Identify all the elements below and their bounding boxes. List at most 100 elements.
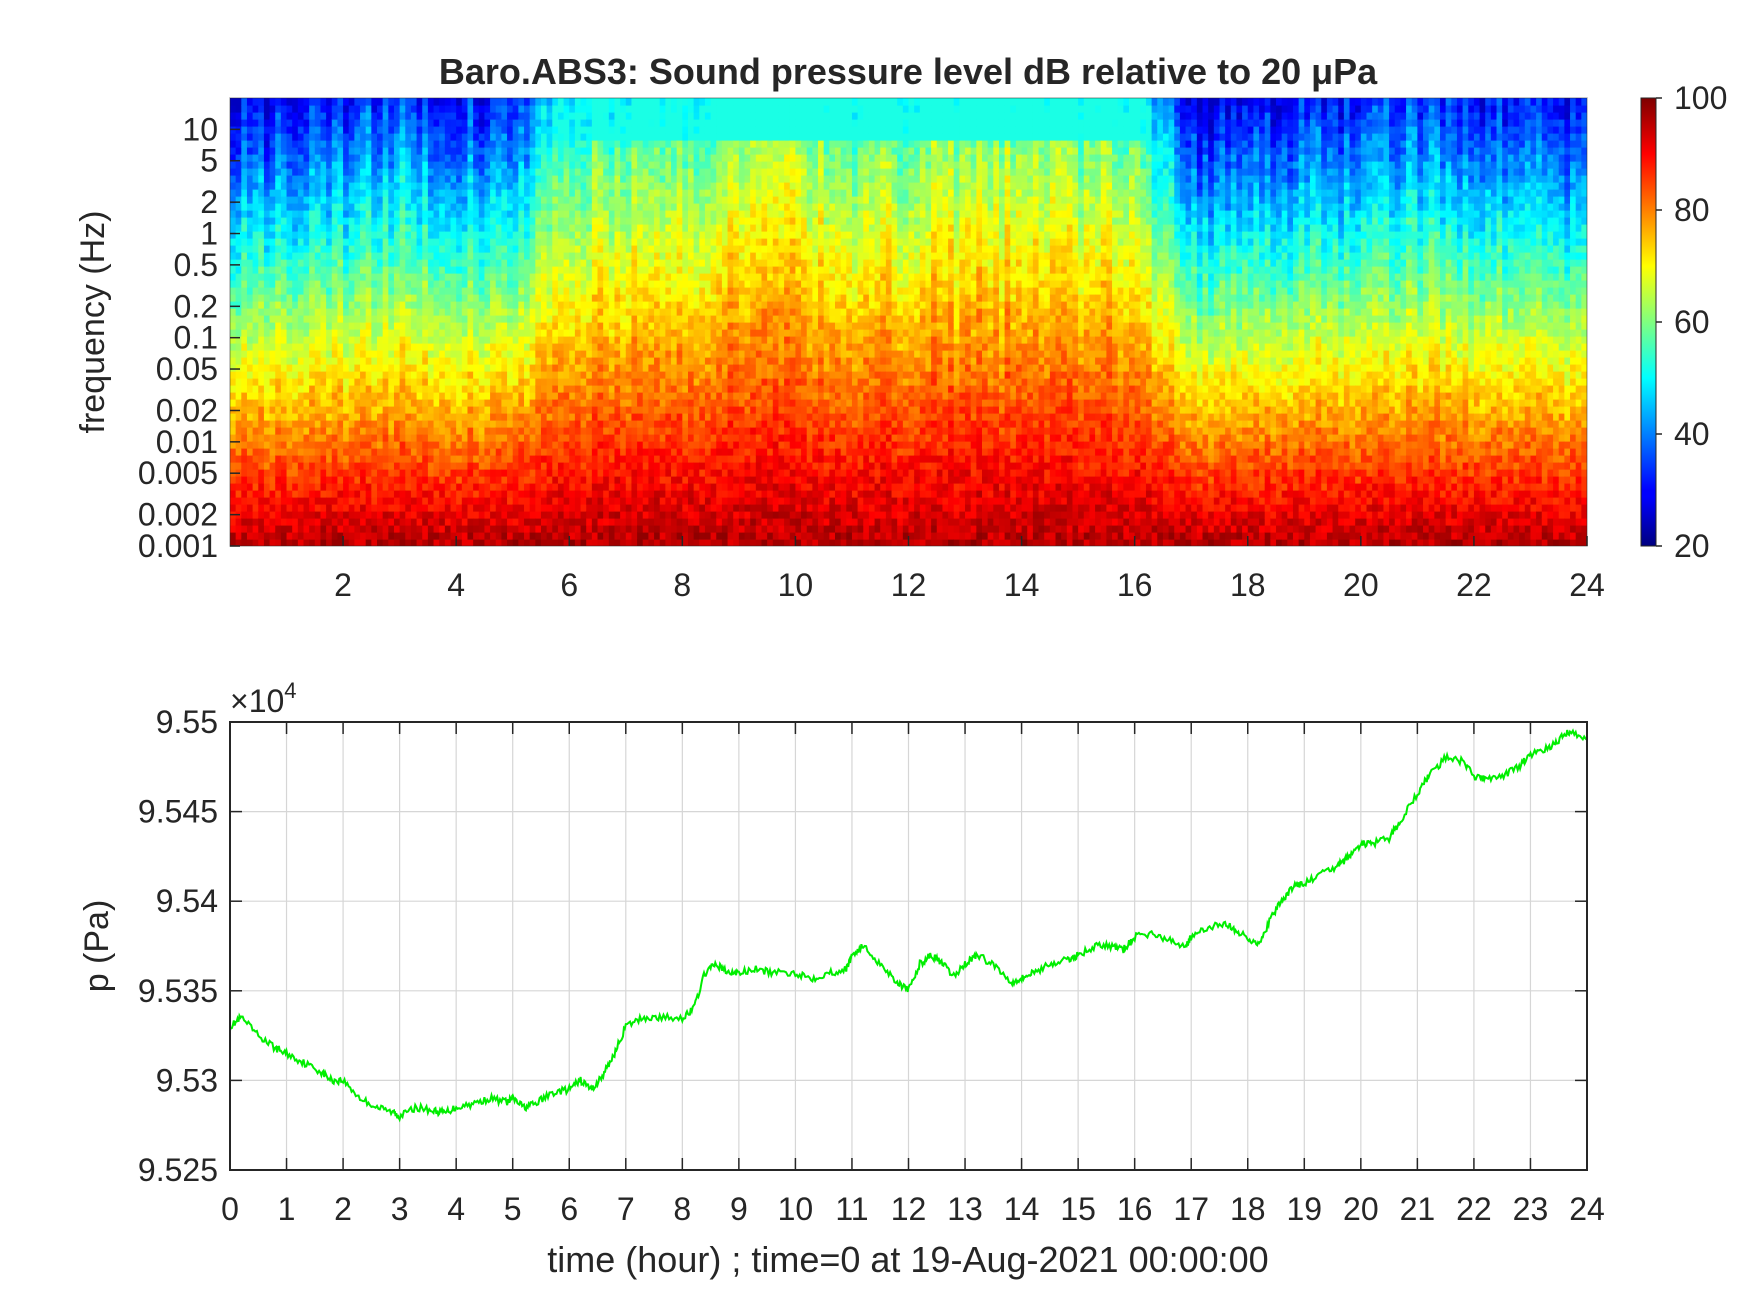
spectrogram-cell [461,308,469,316]
spectrogram-cell [399,189,406,197]
spectrogram-cell [416,217,423,225]
spectrogram-cell [529,441,536,449]
spectrogram-cell [529,245,536,253]
spectrogram-cell [625,448,633,456]
spectrogram-cell [280,483,288,491]
spectrogram-cell [625,210,633,218]
spectrogram-cell [427,308,435,316]
spectrogram-cell [512,301,519,309]
spectrogram-cell [529,210,536,218]
spectrogram-cell [331,483,339,491]
spectrogram-cell [252,469,259,477]
spectrogram-cell [625,217,633,225]
spectrogram-cell [433,497,440,505]
spectrogram-cell [286,504,293,512]
spectrogram-cell [631,140,638,148]
spectrogram-cell [461,427,469,435]
spectrogram-cell [490,504,497,512]
spectrogram-cell [642,504,649,512]
spectrogram-cell [569,224,576,232]
spectrogram-cell [552,210,559,218]
spectrogram-cell [524,154,531,162]
spectrogram-cell [439,322,446,330]
spectrogram-cell [309,315,316,323]
spectrogram-cell [393,532,401,540]
spectrogram-cell [410,182,418,190]
spectrogram-cell [360,364,367,372]
spectrogram-cell [433,210,440,218]
spectrogram-cell [552,434,559,442]
spectrogram-cell [586,231,593,239]
spectrogram-cell [614,532,621,540]
spectrogram-cell [331,161,339,169]
spectrogram-cell [309,294,316,302]
spectrogram-cell [620,154,627,162]
spectrogram-cell [303,280,310,288]
spectrogram-cell [614,476,621,484]
spectrogram-cell [603,490,610,498]
spectrogram-cell [478,497,486,505]
spectrogram-cell [665,336,672,344]
spectrogram-cell [637,308,644,316]
spectrogram-cell [546,539,553,546]
spectrogram-cell [269,483,276,491]
spectrogram-cell [235,329,242,337]
spectrogram-cell [331,252,339,260]
spectrogram-cell [552,441,559,449]
spectrogram-cell [309,371,316,379]
spectrogram-cell [524,168,531,176]
spectrogram-cell [354,301,361,309]
spectrogram-cell [620,259,627,267]
spectrogram-cell [654,280,661,288]
spectrogram-cell [512,273,519,281]
spectrogram-cell [422,504,429,512]
spectrogram-cell [574,133,582,141]
spectrogram-cell [439,490,446,498]
spectrogram-cell [552,266,559,274]
spectrogram-cell [292,525,299,533]
spectrogram-cell [586,175,593,183]
spectrogram-cell [269,441,276,449]
spectrogram-cell [614,273,621,281]
spectrogram-cell [478,371,486,379]
spectrogram-cell [331,455,339,463]
spectrogram-cell [512,203,519,211]
spectrogram-cell [461,462,469,470]
spectrogram-cell [337,126,344,134]
spectrogram-cell [654,252,661,260]
spectrogram-cell [365,238,372,246]
spectrogram-cell [320,329,327,337]
spectrogram-cell [608,259,616,267]
spectrogram-cell [297,476,305,484]
spectrogram-cell [246,385,254,393]
spectrogram-cell [552,224,559,232]
spectrogram-cell [490,266,497,274]
spectrogram-cell [343,448,350,456]
spectrogram-cell [320,350,327,358]
spectrogram-cell [552,497,559,505]
spectrogram-cell [529,385,536,393]
spectrogram-cell [484,448,491,456]
spectrogram-cell [637,504,644,512]
spectrogram-cell [467,497,474,505]
spectrogram-cell [586,518,593,526]
spectrogram-cell [467,175,474,183]
spectrogram-cell [360,210,367,218]
spectrogram-cell [540,245,548,253]
spectrogram-cell [484,301,491,309]
spectrogram-cell [246,329,254,337]
spectrogram-cell [490,315,497,323]
spectrogram-cell [405,392,412,400]
spectrogram-cell [422,294,429,302]
spectrogram-cell [603,210,610,218]
spectrogram-cell [467,532,474,540]
spectrogram-cell [473,406,480,414]
spectrogram-cell [580,168,587,176]
spectrogram-cell [405,182,412,190]
spectrogram-cell [524,112,531,120]
spectrogram-cell [501,392,508,400]
spectrogram-cell [258,252,265,260]
spectrogram-cell [246,147,254,155]
spectrogram-cell [597,476,604,484]
spectrogram-cell [456,413,463,421]
